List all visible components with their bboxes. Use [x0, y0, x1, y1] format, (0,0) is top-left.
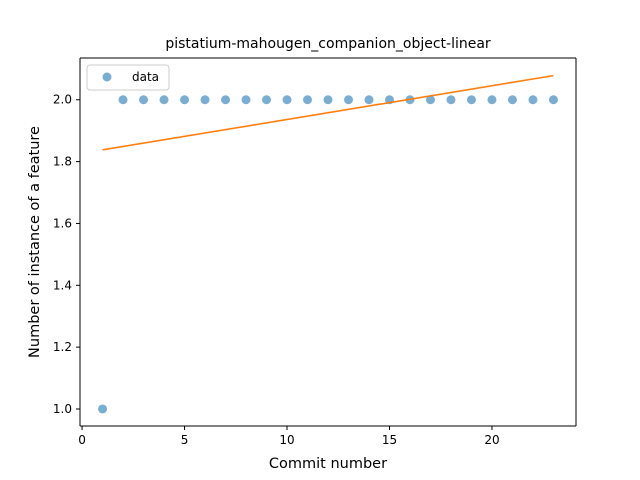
- x-tick-label: 15: [382, 433, 397, 447]
- data-point: [262, 95, 272, 105]
- data-point: [118, 95, 128, 105]
- y-tick-label: 2.0: [53, 93, 72, 107]
- data-point: [364, 95, 374, 105]
- legend-box: [86, 64, 170, 91]
- y-tick-label: 1.4: [53, 278, 72, 292]
- legend-marker: [102, 72, 112, 82]
- data-point: [241, 95, 251, 105]
- data-point: [180, 95, 190, 105]
- data-point: [323, 95, 333, 105]
- data-point: [507, 95, 517, 105]
- data-point: [446, 95, 456, 105]
- axes-frame: [79, 57, 577, 427]
- data-point: [159, 95, 169, 105]
- legend: data: [86, 64, 170, 91]
- data-point: [282, 95, 292, 105]
- y-tick-label: 1.8: [53, 155, 72, 169]
- data-point: [528, 95, 538, 105]
- data-point: [221, 95, 231, 105]
- x-axis-label: Commit number: [269, 456, 387, 472]
- series-layer: [98, 74, 558, 414]
- data-point: [200, 95, 210, 105]
- chart-title: pistatium-mahougen_companion_object-line…: [165, 36, 491, 52]
- x-tick-label: 10: [279, 433, 294, 447]
- x-tick-label: 5: [181, 433, 189, 447]
- data-point: [466, 95, 476, 105]
- y-tick-label: 1.0: [53, 402, 72, 416]
- plot-area: [80, 58, 576, 426]
- data-point: [425, 95, 435, 105]
- data-point: [98, 404, 108, 414]
- x-tick-label: 20: [484, 433, 499, 447]
- y-tick-label: 1.6: [53, 216, 72, 230]
- y-ticks: 1.0 1.2 1.4 1.6 1.8 2.0: [53, 93, 80, 416]
- data-point: [487, 95, 497, 105]
- data-point: [548, 95, 558, 105]
- legend-label: data: [132, 70, 159, 84]
- y-tick-label: 1.2: [53, 340, 72, 354]
- data-point: [139, 95, 149, 105]
- y-axis-label: Number of instance of a feature: [27, 126, 43, 358]
- data-point: [344, 95, 353, 105]
- x-tick-label: 0: [78, 433, 86, 447]
- fit-line: [102, 74, 554, 151]
- data-point: [303, 95, 312, 105]
- x-ticks: 0 5 10 15 20: [78, 426, 500, 447]
